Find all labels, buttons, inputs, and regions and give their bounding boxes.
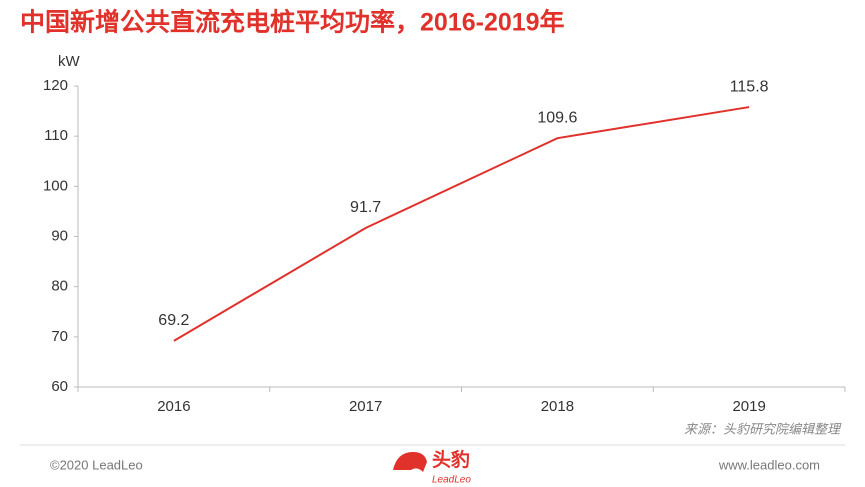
copyright: ©2020 LeadLeo (50, 457, 143, 472)
chart-title: 中国新增公共直流充电桩平均功率，2016-2019年 (20, 8, 565, 37)
x-tick-label: 2018 (541, 398, 574, 415)
y-tick-label: 80 (51, 278, 68, 295)
x-tick-label: 2016 (157, 398, 190, 415)
y-tick-label: 110 (44, 127, 68, 144)
logo-icon (393, 452, 427, 472)
data-label: 91.7 (350, 199, 381, 216)
data-label: 115.8 (730, 78, 769, 95)
website: www.leadleo.com (718, 457, 820, 472)
y-unit: kW (58, 53, 81, 70)
y-tick-label: 100 (43, 177, 68, 194)
x-tick-label: 2019 (732, 398, 765, 415)
line (173, 106, 750, 342)
data-label: 69.2 (158, 312, 189, 329)
logo-en: LeadLeo (432, 475, 471, 486)
x-tick-label: 2017 (349, 398, 382, 415)
source-note: 来源：头豹研究院编辑整理 (684, 421, 842, 436)
logo: 头豹 LeadLeo (393, 448, 471, 486)
y-tick-label: 90 (51, 227, 68, 244)
logo-cn: 头豹 (432, 448, 470, 471)
data-label: 109.6 (537, 109, 577, 126)
y-tick-label: 60 (51, 378, 68, 395)
y-tick-label: 70 (51, 328, 68, 345)
y-tick-label: 120 (43, 77, 68, 94)
